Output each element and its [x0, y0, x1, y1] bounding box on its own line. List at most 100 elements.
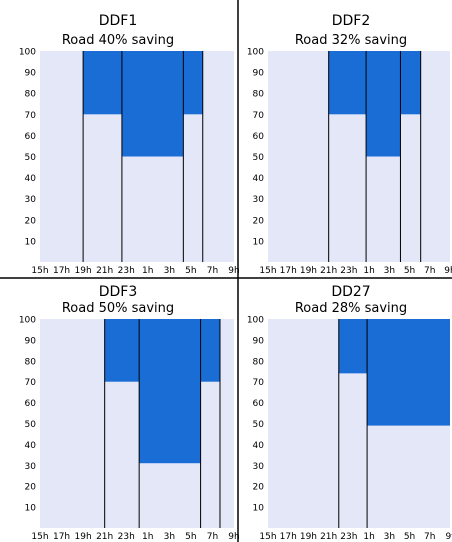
x-tick-label: 17h	[53, 266, 70, 276]
x-tick-label: 21h	[96, 532, 113, 542]
x-tick-label: 15h	[259, 266, 276, 276]
x-tick-label: 17h	[53, 532, 70, 542]
y-tick-label: 40	[25, 441, 37, 451]
y-tick-label: 90	[253, 336, 265, 346]
y-tick-label: 20	[25, 216, 37, 226]
x-tick-label: 17h	[280, 532, 297, 542]
chart-title: DDF2	[332, 13, 371, 29]
x-tick-label: 1h	[142, 532, 153, 542]
y-tick-label: 80	[253, 90, 265, 100]
saving-segment-2	[121, 51, 184, 157]
y-tick-label: 40	[253, 441, 265, 451]
saving-segment-3	[183, 51, 203, 115]
x-tick-label: 7h	[424, 532, 435, 542]
chart-panel-2: 10 20 30 40 50 60 70 80 90 100 15h 17h 19h 21h 23h 1h 3h…	[247, 13, 452, 276]
y-tick-label: 10	[25, 237, 37, 247]
x-tick-label: 5h	[185, 532, 196, 542]
x-tick-label: 15h	[31, 532, 48, 542]
chart-title: DDF3	[99, 284, 138, 300]
x-tick-label: 19h	[75, 532, 92, 542]
x-tick-label: 23h	[340, 266, 357, 276]
y-tick-label: 80	[253, 357, 265, 367]
chart-subtitle: Road 28% saving	[295, 301, 407, 316]
y-tick-label: 100	[19, 48, 36, 58]
chart-subtitle: Road 32% saving	[295, 33, 407, 48]
y-tick-label: 30	[25, 462, 37, 472]
x-tick-label: 3h	[384, 532, 395, 542]
chart-panel-4: 10 20 30 40 50 60 70 80 90 100 15h 17h 19h 21h 23h 1h 3h…	[247, 284, 452, 542]
y-tick-label: 90	[253, 69, 265, 79]
y-tick-label: 90	[25, 336, 37, 346]
y-tick-label: 10	[25, 504, 37, 514]
y-tick-label: 80	[25, 90, 37, 100]
x-tick-label: 7h	[207, 532, 218, 542]
x-tick-label: 21h	[96, 266, 113, 276]
chart-title: DD27	[331, 284, 370, 300]
x-tick-label: 19h	[300, 532, 317, 542]
x-tick-label: 3h	[164, 532, 175, 542]
y-tick-label: 40	[253, 174, 265, 184]
x-tick-label: 1h	[363, 266, 374, 276]
y-tick-label: 50	[25, 420, 37, 430]
y-tick-label: 20	[25, 483, 37, 493]
y-tick-label: 60	[25, 399, 37, 409]
y-tick-label: 60	[253, 399, 265, 409]
y-tick-label: 100	[247, 316, 264, 326]
y-tick-label: 60	[253, 132, 265, 142]
y-tick-label: 60	[25, 132, 37, 142]
y-tick-label: 30	[253, 462, 265, 472]
y-tick-label: 10	[253, 237, 265, 247]
y-tick-label: 20	[253, 483, 265, 493]
x-tick-label: 3h	[384, 266, 395, 276]
x-tick-label: 21h	[320, 532, 337, 542]
y-tick-label: 50	[253, 420, 265, 430]
chart-subtitle: Road 50% saving	[62, 301, 174, 316]
x-tick-label: 21h	[320, 266, 337, 276]
y-tick-label: 30	[253, 195, 265, 205]
x-tick-label: 9f	[446, 532, 452, 542]
x-tick-label: 7h	[424, 266, 435, 276]
y-tick-label: 70	[253, 111, 265, 121]
saving-segment-2	[367, 319, 450, 426]
x-tick-label: 17h	[280, 266, 297, 276]
y-tick-label: 20	[253, 216, 265, 226]
chart-subtitle: Road 40% saving	[62, 33, 174, 48]
chart-panel-3: 10 20 30 40 50 60 70 80 90 100 15h 17h 19h 21h 23h 1h 3h…	[19, 284, 240, 542]
x-tick-label: 9h	[444, 266, 452, 276]
saving-segment-1	[104, 319, 140, 382]
x-tick-label: 1h	[363, 532, 374, 542]
saving-segment-3	[400, 51, 421, 115]
saving-segment-1	[83, 51, 122, 115]
y-tick-label: 100	[19, 316, 36, 326]
saving-segment-1	[328, 51, 367, 115]
x-tick-label: 5h	[404, 532, 415, 542]
chart-panel-1: 10 20 30 40 50 60 70 80 90 100 15h 17h 19h 21h 23h 1h 3h…	[19, 13, 240, 276]
x-tick-label: 15h	[31, 266, 48, 276]
saving-segment-2	[366, 51, 401, 157]
x-tick-label: 1h	[142, 266, 153, 276]
y-tick-label: 40	[25, 174, 37, 184]
x-tick-label: 7h	[207, 266, 218, 276]
x-tick-label: 5h	[185, 266, 196, 276]
y-tick-label: 30	[25, 195, 37, 205]
x-tick-label: 23h	[118, 266, 135, 276]
y-tick-label: 10	[253, 504, 265, 514]
y-tick-label: 90	[25, 69, 37, 79]
y-tick-label: 70	[25, 378, 37, 388]
x-tick-label: 23h	[118, 532, 135, 542]
x-tick-label: 9h	[228, 266, 239, 276]
x-tick-label: 19h	[300, 266, 317, 276]
saving-segment-1	[338, 319, 368, 374]
x-tick-label: 23h	[340, 532, 357, 542]
chart-title: DDF1	[99, 13, 138, 29]
y-tick-label: 70	[25, 111, 37, 121]
saving-segment-3	[200, 319, 220, 382]
y-tick-label: 50	[25, 153, 37, 163]
y-tick-label: 80	[25, 357, 37, 367]
saving-segment-2	[139, 319, 201, 464]
y-tick-label: 70	[253, 378, 265, 388]
x-tick-label: 19h	[75, 266, 92, 276]
x-tick-label: 5h	[404, 266, 415, 276]
x-tick-label: 3h	[164, 266, 175, 276]
